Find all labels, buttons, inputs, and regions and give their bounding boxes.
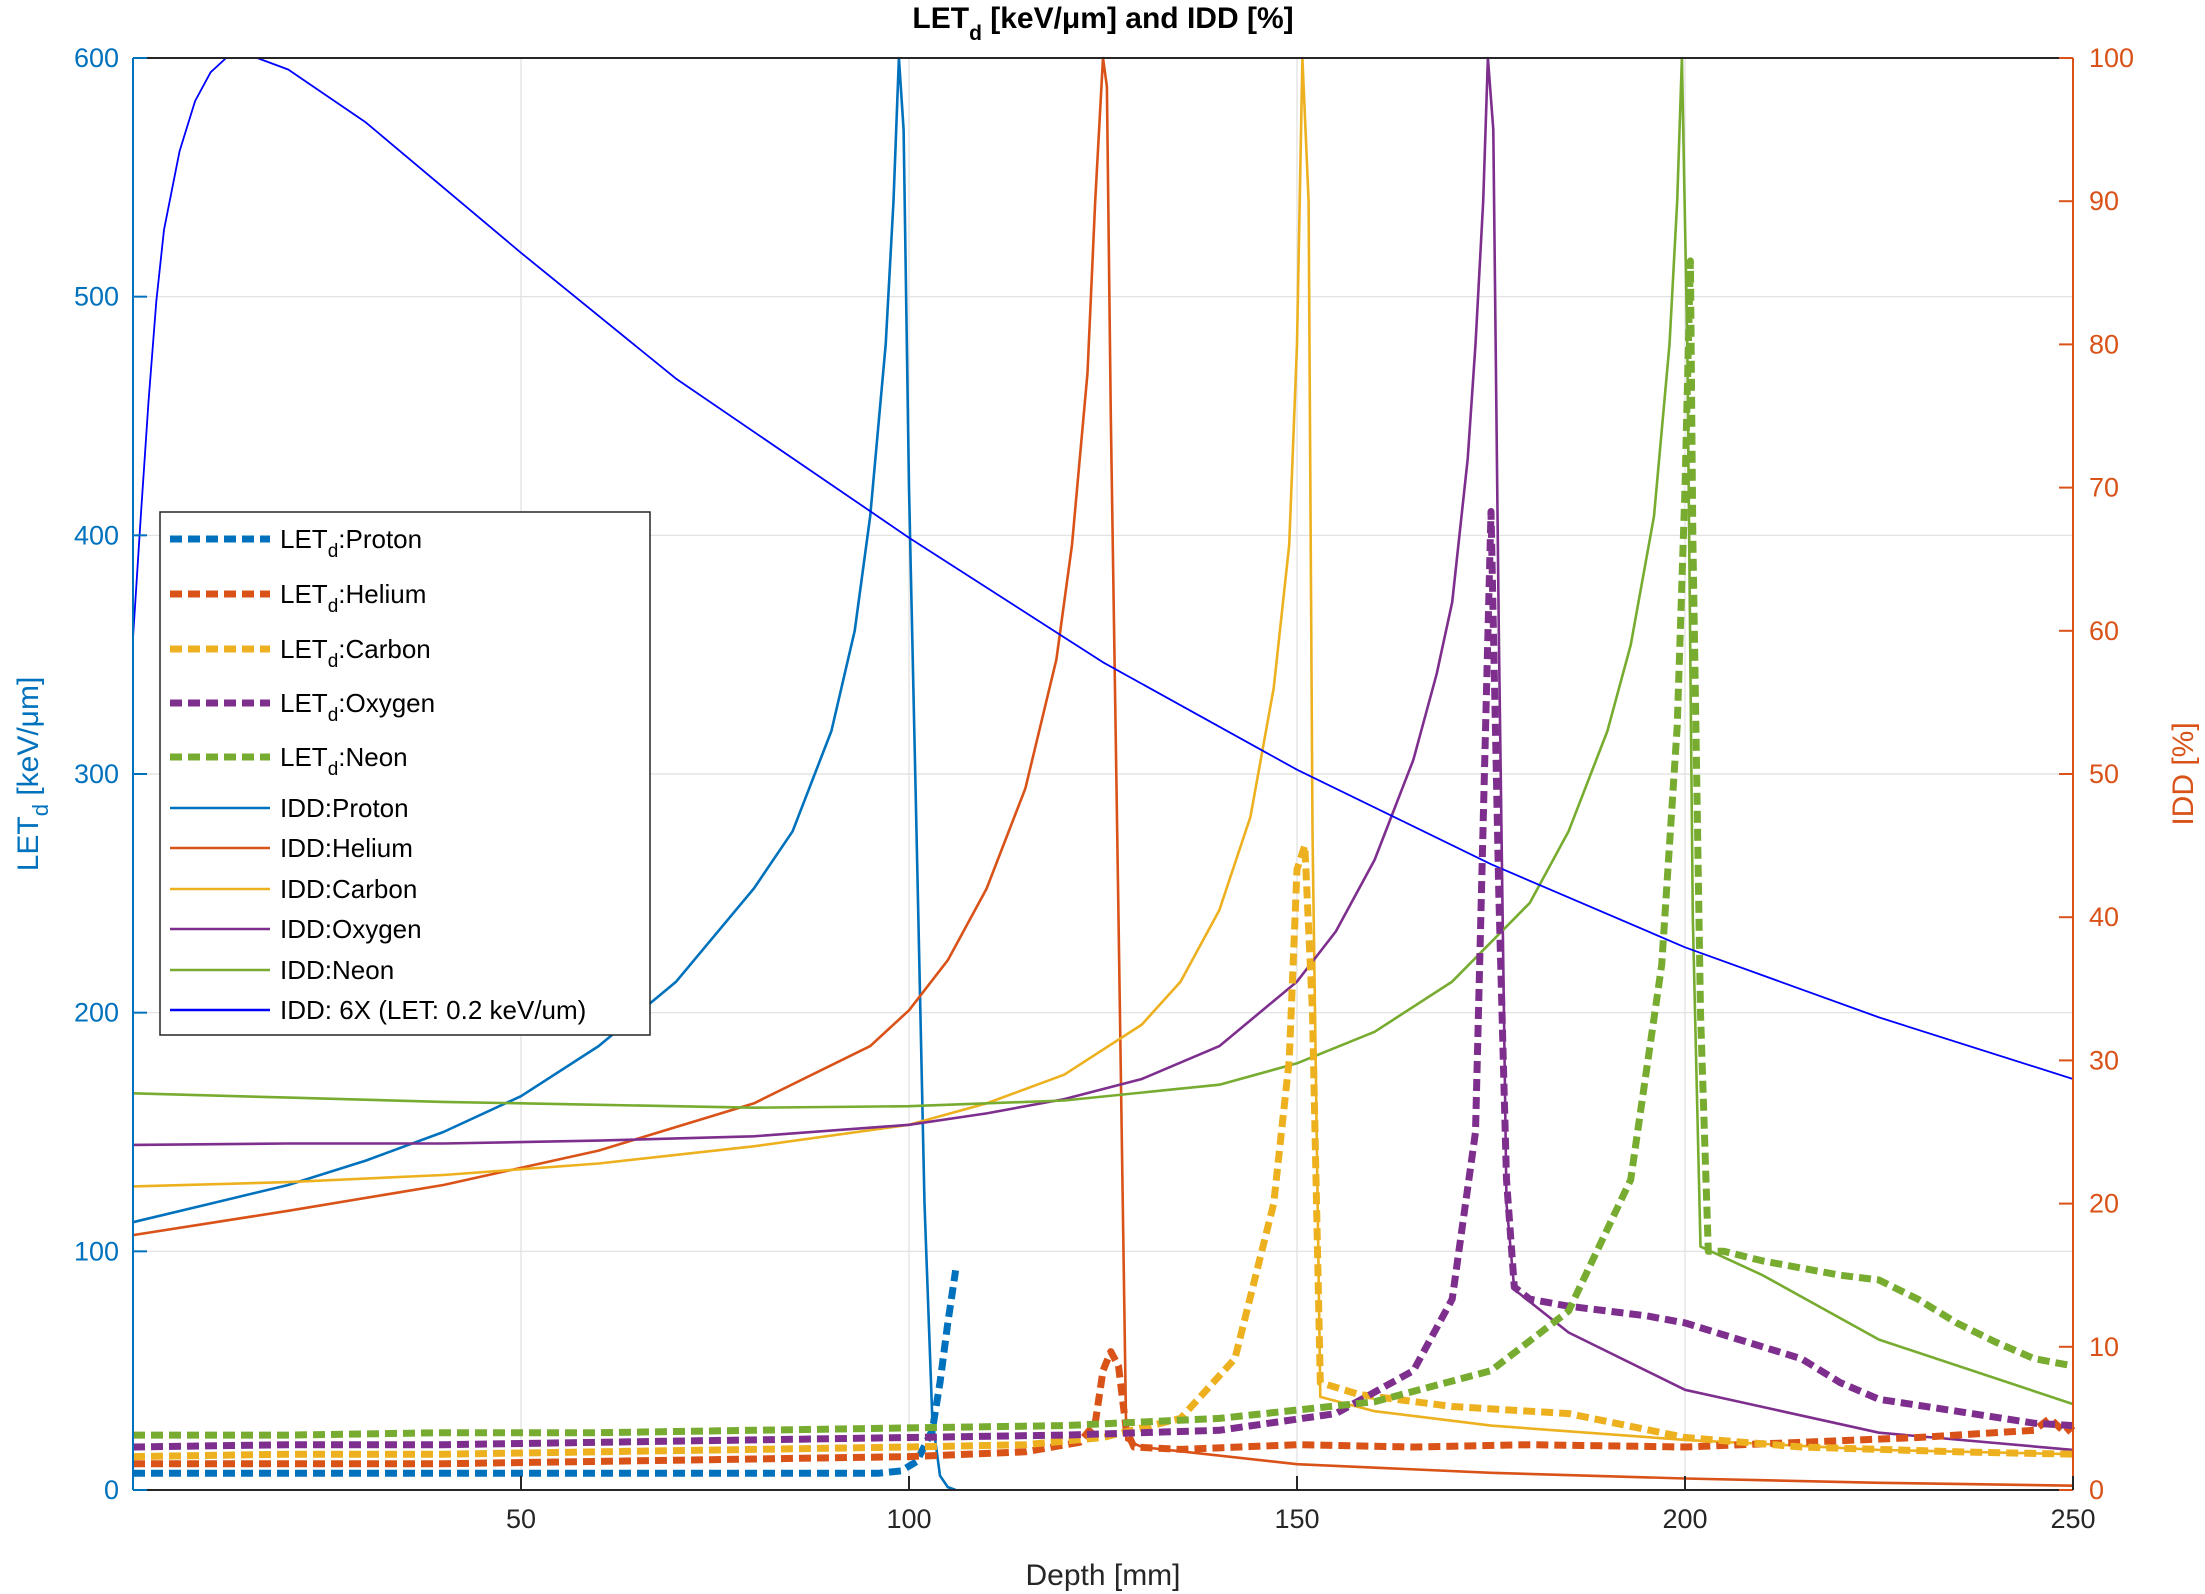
tick-label-left: 400: [74, 520, 119, 550]
series-line: [132, 842, 2074, 1461]
legend-label: IDD:Carbon: [280, 874, 417, 904]
tick-label-left: 200: [74, 998, 119, 1028]
y-axis-label-right: IDD [%]: [2167, 722, 2200, 825]
tick-label-left: 0: [104, 1475, 119, 1505]
tick-label-x: 50: [506, 1504, 536, 1534]
series-line: [133, 1269, 960, 1477]
series-line: [133, 257, 2074, 1439]
tick-label-left: 500: [74, 282, 119, 312]
legend: LETd:ProtonLETd:HeliumLETd:CarbonLETd:Ox…: [159, 511, 651, 1036]
legend-label: IDD:Neon: [280, 955, 394, 985]
chart-title: LETd [keV/μm] and IDD [%]: [912, 2, 1293, 45]
legend-label: IDD:Oxygen: [280, 914, 422, 944]
tick-label-right: 70: [2089, 473, 2119, 503]
tick-label-x: 200: [1662, 1504, 1707, 1534]
series-line: [132, 57, 2074, 1080]
series-line: [132, 56, 2074, 1456]
series-line: [132, 508, 2074, 1451]
tick-label-right: 50: [2089, 759, 2119, 789]
y-axis-label-left: LETd [keV/μm]: [12, 677, 53, 872]
tick-label-right: 20: [2089, 1189, 2119, 1219]
tick-label-left: 600: [74, 43, 119, 73]
tick-label-right: 0: [2089, 1475, 2104, 1505]
legend-label: IDD: 6X (LET: 0.2 keV/um): [280, 995, 586, 1025]
series-line: [132, 56, 957, 1492]
series-line: [132, 56, 2074, 1406]
tick-label-right: 60: [2089, 616, 2119, 646]
tick-labels: 0 100 200 300 400 500 600 0 10 20 30 40 50 60 70 80 90 10…: [74, 43, 2134, 1534]
let-lines: [132, 257, 2076, 1477]
tick-label-x: 100: [886, 1504, 931, 1534]
tick-label-right: 100: [2089, 43, 2134, 73]
x-axis-label: Depth [mm]: [1025, 1559, 1180, 1592]
legend-box: [159, 511, 651, 1036]
tick-label-left: 300: [74, 759, 119, 789]
tick-label-left: 100: [74, 1236, 119, 1266]
legend-label: IDD:Helium: [280, 833, 413, 863]
tick-label-x: 150: [1274, 1504, 1319, 1534]
tick-label-x: 250: [2050, 1504, 2095, 1534]
tick-label-right: 90: [2089, 186, 2119, 216]
tick-label-right: 80: [2089, 329, 2119, 359]
series-line: [132, 56, 2074, 1487]
tick-label-right: 30: [2089, 1045, 2119, 1075]
tick-label-right: 40: [2089, 902, 2119, 932]
legend-label: IDD:Proton: [280, 793, 409, 823]
tick-label-right: 10: [2089, 1332, 2119, 1362]
